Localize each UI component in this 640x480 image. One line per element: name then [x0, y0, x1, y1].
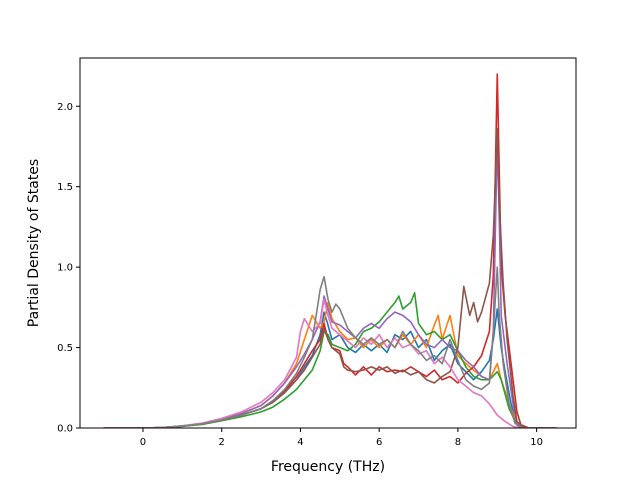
x-tick-label: 2	[219, 437, 225, 448]
series-line-6	[103, 127, 557, 428]
x-tick-label: 10	[530, 437, 543, 448]
y-tick-label: 1.5	[57, 182, 73, 193]
plot-area-frame	[79, 57, 577, 429]
x-tick-label: 0	[140, 437, 146, 448]
y-tick-label: 0.5	[57, 343, 73, 354]
y-tick-label: 2.0	[57, 102, 73, 113]
y-tick-label: 1.0	[57, 263, 73, 274]
y-axis-label: Partial Density of States	[26, 159, 42, 327]
series-line-8	[103, 266, 557, 428]
x-axis-label: Frequency (THz)	[271, 459, 385, 475]
y-tick-label: 0.0	[57, 424, 73, 435]
y-axis: 0.0 0.5 1.0 1.5 2.0	[57, 102, 80, 435]
series-line-3	[103, 292, 557, 428]
x-tick-label: 8	[455, 437, 461, 448]
series-line-7	[103, 298, 557, 428]
x-axis: 0 2 4 6 8 10	[140, 428, 543, 448]
x-tick-label: 4	[297, 437, 303, 448]
series-line-5	[103, 137, 557, 428]
series-layer	[103, 73, 557, 428]
x-tick-label: 6	[376, 437, 382, 448]
